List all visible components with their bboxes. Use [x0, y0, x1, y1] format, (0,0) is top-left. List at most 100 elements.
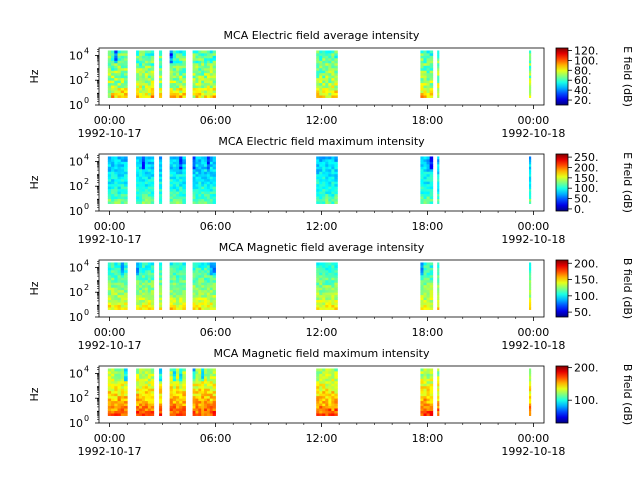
heatmap-cell: [139, 380, 143, 384]
heatmap-cell: [198, 181, 202, 185]
heatmap-cell: [420, 408, 424, 412]
heatmap-cell: [117, 181, 122, 185]
heatmap-cell: [111, 62, 115, 66]
heatmap-cell: [437, 269, 440, 273]
heatmap-cell: [195, 156, 199, 160]
heatmap-cell: [195, 279, 199, 283]
heatmap-cell: [209, 383, 214, 387]
heatmap-cell: [120, 282, 125, 286]
heatmap-cell: [150, 196, 155, 200]
heatmap-cell: [175, 287, 180, 291]
heatmap-cell: [107, 166, 112, 170]
heatmap-cell: [147, 400, 152, 404]
heatmap-cell: [528, 80, 532, 84]
heatmap-cell: [209, 307, 214, 310]
heatmap-cell: [159, 186, 163, 190]
heatmap-cell: [328, 395, 332, 399]
heatmap-cell: [172, 289, 177, 293]
heatmap-cell: [437, 176, 440, 180]
heatmap-cell: [331, 156, 335, 160]
heatmap-cell: [198, 67, 202, 71]
heatmap-cell: [141, 196, 146, 200]
heatmap-cell: [111, 85, 115, 89]
heatmap-cell: [198, 75, 202, 79]
heatmap-cell: [117, 196, 122, 200]
heatmap-cell: [206, 292, 211, 296]
heatmap-cell: [429, 156, 434, 160]
colorbar-tick-label: 100.: [574, 290, 599, 303]
heatmap-cell: [159, 55, 163, 59]
heatmap-cell: [159, 405, 163, 409]
heatmap-cell: [319, 405, 323, 409]
heatmap-cell: [124, 87, 128, 91]
heatmap-cell: [325, 166, 329, 170]
heatmap-cell: [159, 50, 163, 54]
heatmap-cell: [147, 55, 152, 59]
heatmap-cell: [136, 398, 140, 402]
heatmap-cell: [201, 191, 205, 195]
heatmap-cell: [136, 178, 140, 182]
heatmap-cell: [204, 161, 208, 165]
heatmap-cell: [423, 198, 427, 202]
heatmap-cell: [136, 70, 140, 74]
y-tick-exponent: 4: [84, 152, 89, 161]
heatmap-cell: [195, 82, 199, 86]
heatmap-cell: [429, 87, 434, 91]
heatmap-cell: [426, 183, 431, 187]
heatmap-cell: [107, 405, 112, 409]
heatmap-cell: [328, 75, 332, 79]
heatmap-cell: [159, 72, 163, 76]
heatmap-cell: [117, 292, 122, 296]
heatmap-cell: [150, 398, 155, 402]
heatmap-cell: [172, 403, 177, 407]
heatmap-cell: [141, 77, 146, 81]
heatmap-cell: [316, 410, 320, 414]
heatmap-cell: [159, 87, 163, 91]
heatmap-cell: [120, 267, 125, 271]
heatmap-cell: [206, 398, 211, 402]
heatmap-cell: [124, 292, 128, 296]
heatmap-cell: [198, 383, 202, 387]
heatmap-cell: [120, 50, 125, 54]
heatmap-cell: [124, 378, 128, 382]
heatmap-cell: [328, 52, 332, 56]
heatmap-cell: [114, 77, 118, 81]
heatmap-cell: [429, 297, 434, 301]
heatmap-cell: [192, 75, 196, 79]
heatmap-cell: [120, 181, 125, 185]
heatmap-cell: [182, 264, 186, 268]
heatmap-cell: [528, 368, 532, 372]
y-axis-label: Hz: [28, 387, 41, 401]
heatmap-cell: [124, 375, 128, 379]
heatmap-cell: [204, 267, 208, 271]
heatmap-cell: [528, 183, 532, 187]
heatmap-cell: [124, 183, 128, 187]
heatmap-cell: [429, 70, 434, 74]
heatmap-cell: [334, 156, 338, 160]
heatmap-cell: [198, 294, 202, 298]
heatmap-cell: [147, 201, 152, 204]
heatmap-cell: [322, 161, 326, 165]
heatmap-cell: [423, 50, 427, 54]
heatmap-cell: [198, 413, 202, 416]
heatmap-cell: [322, 95, 326, 98]
heatmap-cell: [322, 198, 326, 202]
heatmap-cell: [111, 183, 115, 187]
heatmap-cell: [139, 72, 143, 76]
heatmap-cell: [325, 380, 329, 384]
heatmap-cell: [429, 408, 434, 412]
heatmap-cell: [212, 264, 216, 268]
heatmap-cell: [136, 289, 140, 293]
heatmap-cell: [111, 168, 115, 172]
heatmap-cell: [420, 181, 424, 185]
heatmap-cell: [204, 272, 208, 276]
heatmap-cell: [136, 307, 140, 310]
heatmap-cell: [437, 92, 440, 96]
heatmap-cell: [150, 173, 155, 177]
heatmap-cell: [316, 264, 320, 268]
heatmap-cell: [192, 188, 196, 192]
heatmap-cell: [201, 161, 205, 165]
heatmap-cell: [136, 395, 140, 399]
heatmap-cell: [528, 95, 532, 98]
heatmap-cell: [204, 65, 208, 69]
